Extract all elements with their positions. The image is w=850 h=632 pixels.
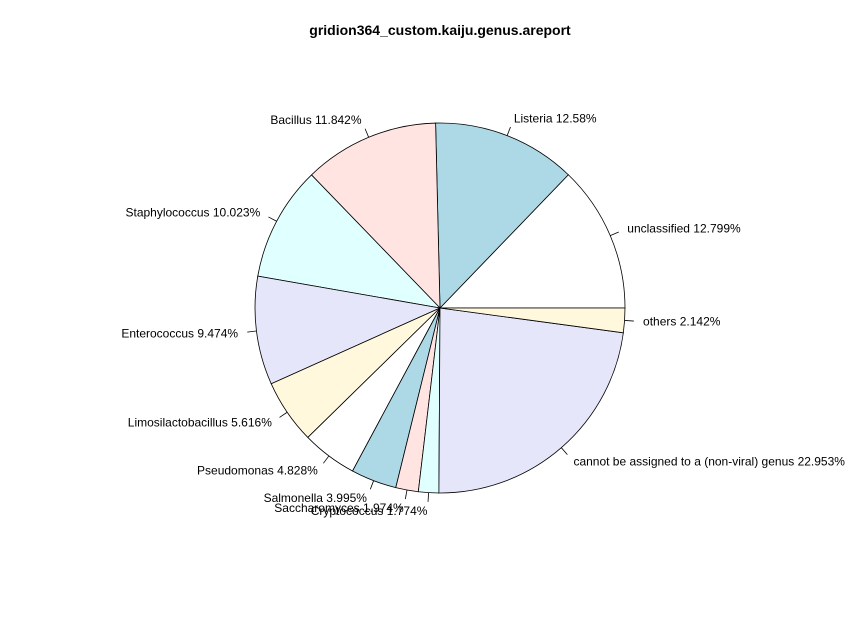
label-tick [624, 320, 634, 322]
pie-slice [439, 174, 626, 309]
slice-label: others 2.142% [643, 315, 721, 329]
label-tick [427, 492, 429, 502]
label-tick [364, 128, 370, 138]
label-tick [561, 447, 568, 455]
pie-slice [310, 122, 441, 310]
pie-labels: unclassified 12.799% Listeria 12.58% Bacil… [121, 111, 845, 518]
slice-label: Salmonella 3.995% [264, 491, 368, 505]
slice-label: unclassified 12.799% [627, 221, 741, 235]
chart-title: gridion364_custom.kaiju.genus.areport [309, 22, 571, 38]
slice-label: cannot be assigned to a (non-viral) genu… [573, 455, 845, 469]
label-tick [506, 126, 511, 136]
slice-label: Pseudomonas 4.828% [197, 464, 318, 478]
pie-slices [254, 122, 626, 494]
slice-label: Enterococcus 9.474% [121, 326, 238, 340]
label-tick [610, 231, 619, 236]
pie-slice [438, 307, 624, 494]
slice-label: Cryptococcus 1.774% [311, 504, 428, 518]
pie-slice [435, 122, 569, 309]
pie-slice [254, 275, 442, 385]
label-tick [247, 330, 257, 333]
label-tick [323, 455, 330, 464]
label-tick [268, 216, 277, 222]
label-tick [279, 411, 288, 418]
slice-label: Bacillus 11.842% [270, 113, 361, 127]
slice-label: Saccharomyces 1.974% [274, 501, 404, 515]
slice-label: Staphylococcus 10.023% [125, 206, 260, 220]
label-tick [404, 489, 408, 500]
label-tick [369, 480, 374, 490]
slice-label: Listeria 12.58% [514, 111, 597, 125]
pie-slice [257, 174, 442, 309]
slice-label: Limosilactobacillus 5.616% [128, 416, 272, 430]
